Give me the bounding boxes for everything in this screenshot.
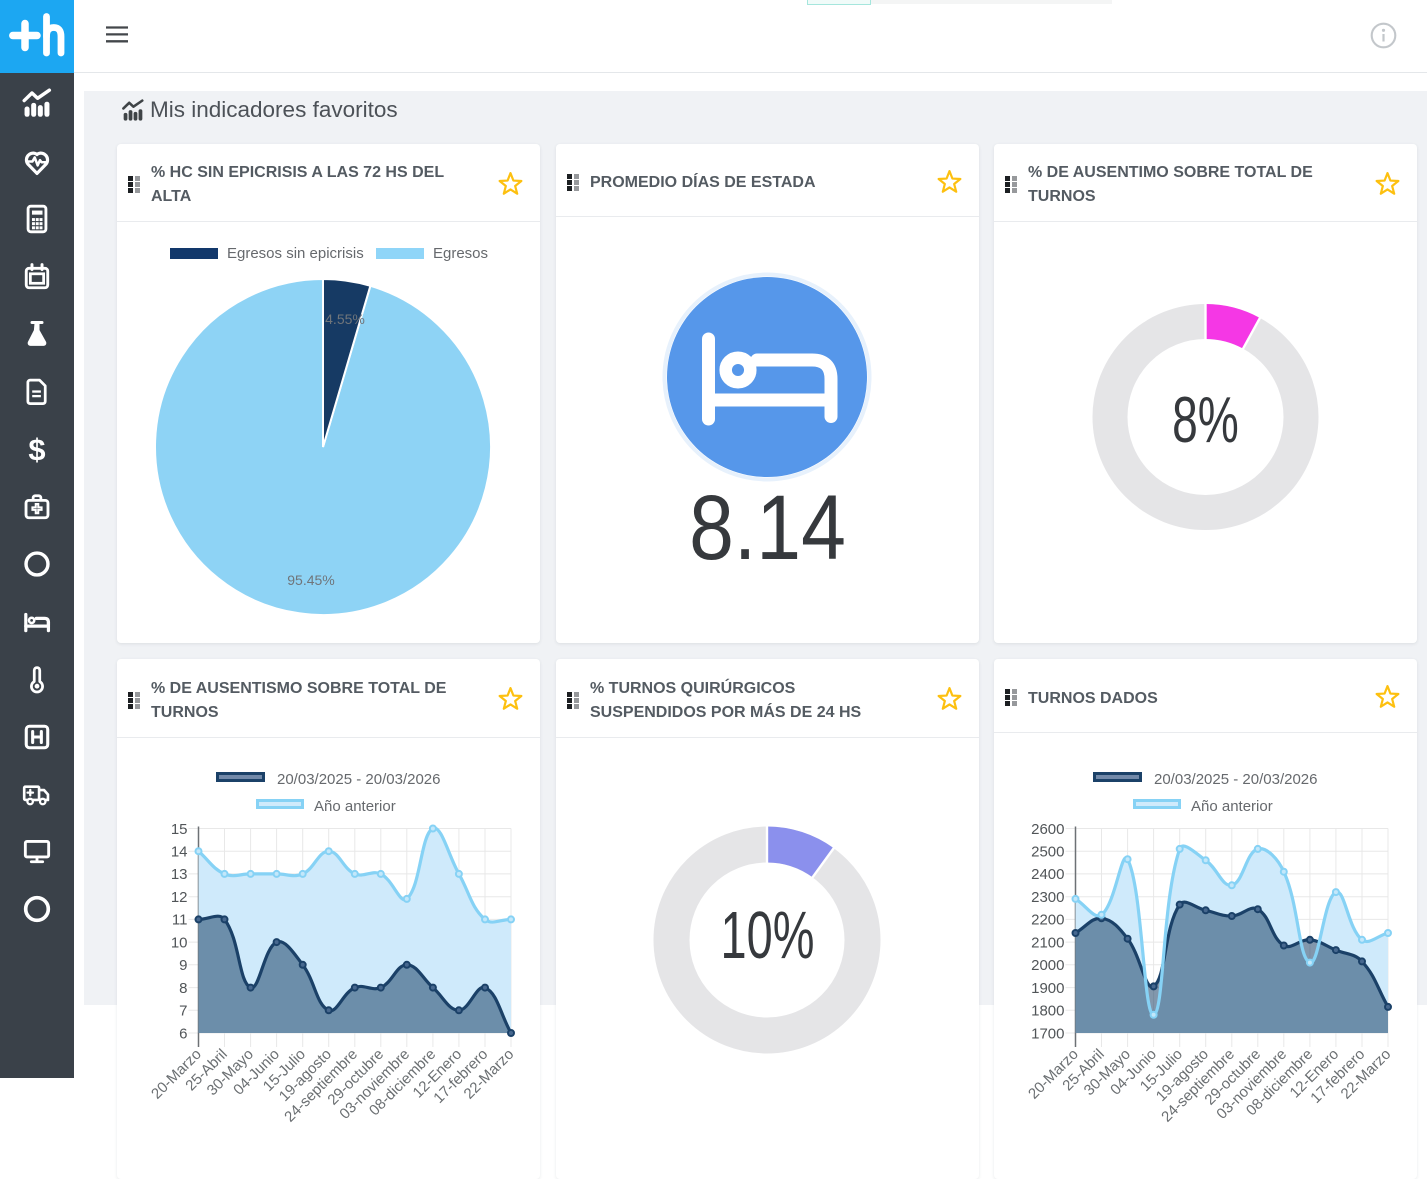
svg-text:6: 6: [179, 1025, 187, 1042]
svg-text:1700: 1700: [1031, 1025, 1064, 1042]
svg-text:7: 7: [179, 1003, 187, 1020]
svg-text:8: 8: [179, 980, 187, 997]
svg-text:2200: 2200: [1031, 912, 1064, 929]
svg-text:95.45%: 95.45%: [287, 572, 334, 588]
svg-text:2300: 2300: [1031, 889, 1064, 906]
svg-text:2500: 2500: [1031, 844, 1064, 861]
svg-text:2000: 2000: [1031, 957, 1064, 974]
svg-text:9: 9: [179, 957, 187, 974]
svg-text:4.55%: 4.55%: [325, 311, 365, 327]
svg-text:2600: 2600: [1031, 821, 1064, 838]
svg-text:13: 13: [171, 866, 188, 883]
svg-text:11: 11: [172, 912, 188, 929]
svg-text:15: 15: [171, 821, 188, 838]
svg-text:1800: 1800: [1031, 1003, 1064, 1020]
svg-text:10: 10: [171, 934, 188, 951]
svg-text:$: $: [28, 433, 45, 465]
svg-text:12: 12: [171, 889, 188, 906]
svg-text:1900: 1900: [1031, 980, 1064, 997]
svg-text:14: 14: [171, 844, 188, 861]
svg-text:2400: 2400: [1031, 866, 1064, 883]
svg-text:2100: 2100: [1031, 934, 1064, 951]
